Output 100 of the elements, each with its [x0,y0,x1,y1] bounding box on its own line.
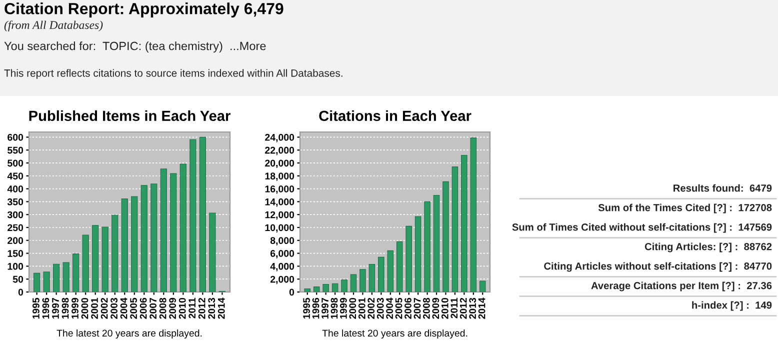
bar [72,254,80,292]
bar [304,288,311,292]
x-tick-label: 2000 [349,298,356,319]
x-tick-label: 2010 [178,298,186,319]
bar [209,212,216,292]
x-tick-label: 2013 [208,298,216,319]
x-tick-label: 2011 [450,298,458,318]
bar [452,166,458,292]
x-tick-label: 1996 [312,298,320,319]
y-tick-label: 400 [7,186,24,192]
bar [332,283,338,292]
x-tick-label: 2002 [368,298,375,319]
x-tick-label: 2007 [414,298,421,319]
text: You searched for: TOPIC: (tea chemistry) ...More [4,42,266,53]
x-tick-label: 2007 [150,298,157,319]
y-tick-label: 20,000 [265,160,294,168]
x-tick-label: 1995 [32,298,40,319]
bar [121,198,128,292]
y-tick-label: 300 [7,211,24,218]
bar [414,216,422,292]
bar [368,264,376,292]
x-tick-label: 2004 [120,298,128,319]
x-tick-label: 2006 [404,298,412,319]
chart-title: Published Items in Each Year [29,110,230,122]
bar [62,262,70,292]
y-tick-label: 4,000 [270,262,294,272]
x-tick-label: 2002 [100,298,108,319]
bar [406,226,412,292]
y-tick-label: 500 [8,160,24,167]
text: Sum of Times Cited without self-citations [?] : 147569 [512,223,772,233]
y-tick-label: 350 [7,198,24,206]
bar [350,274,357,292]
x-tick-label: 2012 [198,298,206,319]
y-tick-label: 10,000 [265,224,294,233]
y-tick-label: 22,000 [265,146,294,156]
bar [396,241,403,292]
x-tick-label: 2001 [91,298,98,319]
y-tick-label: 14,000 [265,198,294,207]
x-tick-label: 2003 [376,298,384,319]
x-tick-label: 1998 [330,298,338,319]
bar [140,185,148,292]
chart-title: Citations in Each Year [319,110,472,122]
x-tick-label: 2001 [358,298,366,319]
y-tick-label: 0 [18,288,24,296]
x-tick-label: 2014 [218,298,225,319]
x-tick-label: 2008 [159,298,166,319]
text: Citing Articles without self-citations [?] : 84770 [544,262,772,272]
bar [160,168,167,292]
x-tick-label: 2008 [423,298,430,319]
y-tick-label: 450 [7,172,24,180]
text: Results found: 6479 [674,184,772,192]
x-tick-label: 2000 [81,298,88,319]
bar [82,234,89,292]
x-tick-label: 1997 [322,298,328,319]
bar [424,201,430,292]
text: The latest 20 years are displayed. [56,329,202,339]
x-tick-label: 2005 [130,298,137,319]
x-tick-label: 2010 [441,298,448,319]
x-tick-label: 1995 [303,298,310,319]
bar [387,250,394,292]
y-tick-label: 0 [289,288,294,296]
x-tick-label: 1996 [42,298,50,319]
x-tick-label: 1998 [62,298,69,319]
text: The latest 20 years are displayed. [322,329,468,339]
bar [378,256,384,292]
x-tick-label: 2013 [469,298,476,319]
text: Sum of the Times Cited [?] : 172708 [598,204,772,214]
bar [461,154,468,292]
y-tick-label: 550 [8,146,24,154]
bar [479,280,486,292]
bar [190,139,196,292]
y-tick-label: 250 [8,224,24,232]
x-tick-label: 1997 [52,298,59,319]
bar [199,136,206,292]
x-tick-label: 2006 [140,298,147,319]
y-tick-label: 6,000 [270,250,294,258]
x-tick-label: 2014 [478,298,486,319]
bar [102,226,108,292]
y-tick-label: 18,000 [265,172,294,181]
y-tick-label: 16,000 [265,186,294,194]
bar [341,279,348,292]
bar [34,272,40,292]
x-tick-label: 2011 [188,298,196,318]
bar [360,269,366,292]
bar [470,138,477,292]
y-tick-label: 150 [8,250,24,257]
x-tick-label: 2009 [169,298,176,319]
text: This report reflects citations to source items indexed within All Databases. [4,69,342,79]
x-tick-label: 2004 [386,298,393,319]
y-tick-label: 12,000 [265,211,294,220]
text: Citation Report: Approximately 6,479 [4,2,284,18]
y-tick-label: 200 [8,237,24,244]
text: Average Citations per Item [?] : 27.36 [591,282,772,292]
y-tick-label: 100 [8,262,24,270]
bar [313,286,320,292]
bar [180,164,186,292]
x-tick-label: 1999 [340,298,347,319]
bar [112,214,118,292]
bar [131,196,138,292]
bar [53,264,60,292]
